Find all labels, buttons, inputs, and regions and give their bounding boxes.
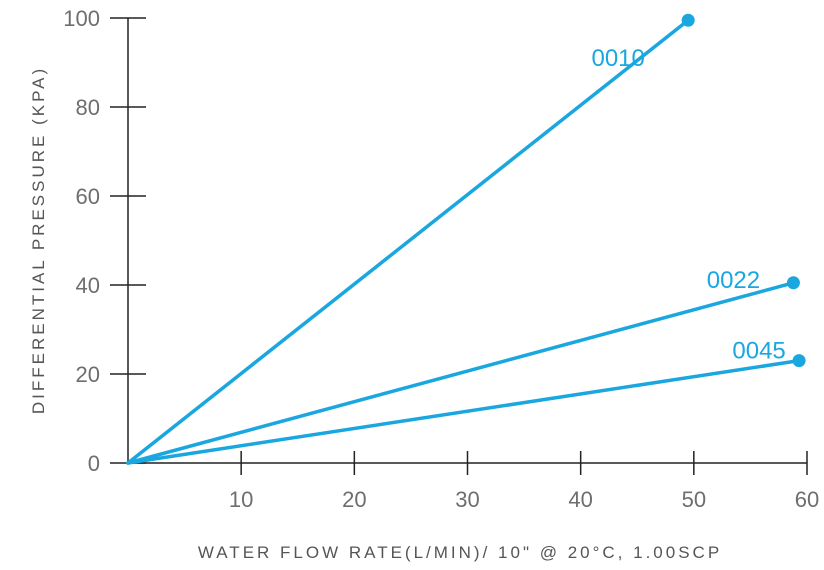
y-tick-label-40: 40 [76, 273, 100, 298]
x-tick-label-40: 40 [568, 487, 592, 512]
series-endpoint-0022 [786, 276, 800, 290]
series-label-0010: 0010 [591, 45, 644, 72]
y-tick-label-80: 80 [76, 95, 100, 120]
axes: 0 20 40 60 80 100 10 20 30 40 50 60 [63, 6, 819, 512]
x-tick-label-50: 50 [682, 487, 706, 512]
x-axis-title: WATER FLOW RATE(L/MIN)/ 10" @ 20°C, 1.00… [198, 543, 722, 562]
x-tick-label-60: 60 [795, 487, 819, 512]
y-tick-label-60: 60 [76, 184, 100, 209]
y-axis-title: DIFFERENTIAL PRESSURE (KPA) [29, 66, 48, 414]
series-layer: 0010 0022 0045 [126, 13, 806, 465]
y-tick-label-0: 0 [88, 451, 100, 476]
series-label-0022: 0022 [707, 267, 760, 294]
x-tick-label-20: 20 [342, 487, 366, 512]
series-line-0045 [126, 358, 801, 465]
series-label-0045: 0045 [732, 338, 785, 365]
x-tick-label-30: 30 [455, 487, 479, 512]
x-tick-label-10: 10 [229, 487, 253, 512]
series-endpoint-0045 [792, 354, 806, 368]
y-tick-label-20: 20 [76, 362, 100, 387]
y-tick-label-100: 100 [63, 6, 100, 31]
series-line-0010 [126, 18, 690, 465]
series-endpoint-0010 [681, 13, 695, 27]
series-line-0022 [126, 281, 796, 465]
